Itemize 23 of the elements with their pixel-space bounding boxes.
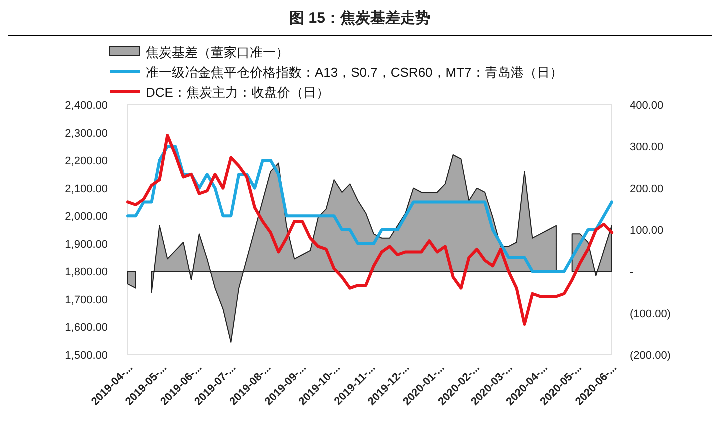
y2-tick-label: 100.00 [630, 225, 664, 237]
y2-tick-label: (200.00) [630, 350, 671, 362]
y2-tick-label: - [630, 266, 634, 279]
y-tick-label: 2,100.00 [65, 183, 108, 196]
y-tick-label: 1,900.00 [65, 238, 108, 251]
chart-title: 图 15：焦炭基差走势 [290, 10, 430, 27]
y-tick-label: 1,700.00 [65, 294, 108, 306]
y-tick-label: 2,000.00 [65, 211, 108, 224]
y2-tick-label: 400.00 [630, 100, 664, 112]
y-tick-label: 1,600.00 [65, 322, 108, 334]
y2-tick-label: 300.00 [630, 142, 664, 154]
legend-label: DCE：焦炭主力：收盘价（日） [146, 85, 330, 100]
y-tick-label: 1,500.00 [65, 350, 108, 362]
line-series [126, 134, 614, 326]
legend-label: 准一级冶金焦平仓价格指数：A13，S0.7，CSR60，MT7：青岛港（日） [146, 65, 563, 80]
line-series [126, 145, 614, 274]
legend-label: 焦炭基差（董家口准一） [146, 45, 289, 60]
y2-tick-label: 200.00 [630, 183, 664, 196]
y-tick-label: 2,200.00 [65, 156, 108, 168]
y2-tick-label: (100.00) [630, 308, 671, 320]
y-tick-label: 1,800.00 [65, 266, 108, 279]
y-tick-label: 2,400.00 [65, 100, 108, 112]
y-tick-label: 2,300.00 [65, 128, 108, 140]
